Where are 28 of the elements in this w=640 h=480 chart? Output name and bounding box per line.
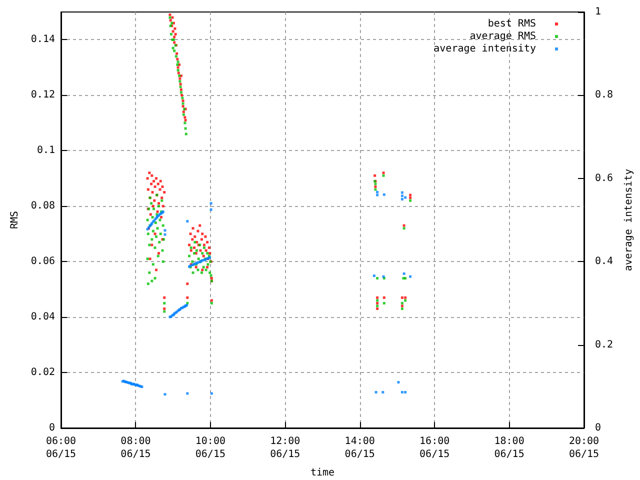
y-tick-label: 0.12 [30,90,55,101]
x-tick-label: 10:00 06/15 [195,436,226,460]
legend-label: average intensity [434,44,536,54]
y-tick-label: 0.1 [36,145,55,156]
y-tick-label: 0.14 [30,34,55,46]
y-tick-label: 0.08 [30,200,55,212]
x-tick-label: 06:00 06/15 [46,436,76,460]
y2-tick-label: 0.6 [595,172,614,184]
y-tick-label: 0.06 [30,256,55,268]
x-tick-label: 20:00 06/15 [568,436,600,460]
y-axis-title: RMS [10,210,21,230]
y2-tick-label: 1 [595,6,602,18]
x-tick-label: 16:00 06/15 [420,436,450,460]
y-tick-label: 0 [48,422,55,434]
x-tick-label: 12:00 06/15 [270,436,300,460]
x-tick-label: 18:00 06/15 [494,436,524,460]
x-tick-label: 08:00 06/15 [120,436,151,460]
y-tick-label: 0.04 [30,312,55,323]
y2-tick-label: 0.8 [595,90,614,101]
x-tick-label: 14:00 06/15 [344,436,375,460]
legend-label: average RMS [470,31,536,42]
x-axis-title: time [310,468,335,478]
y2-axis-title: average intensity [623,168,634,272]
legend-label: best RMS [488,18,536,30]
y2-tick-label: 0.4 [595,256,614,268]
y-tick-label: 0.02 [30,367,55,378]
y2-tick-label: 0.2 [595,339,614,350]
y2-tick-label: 0 [595,422,602,434]
